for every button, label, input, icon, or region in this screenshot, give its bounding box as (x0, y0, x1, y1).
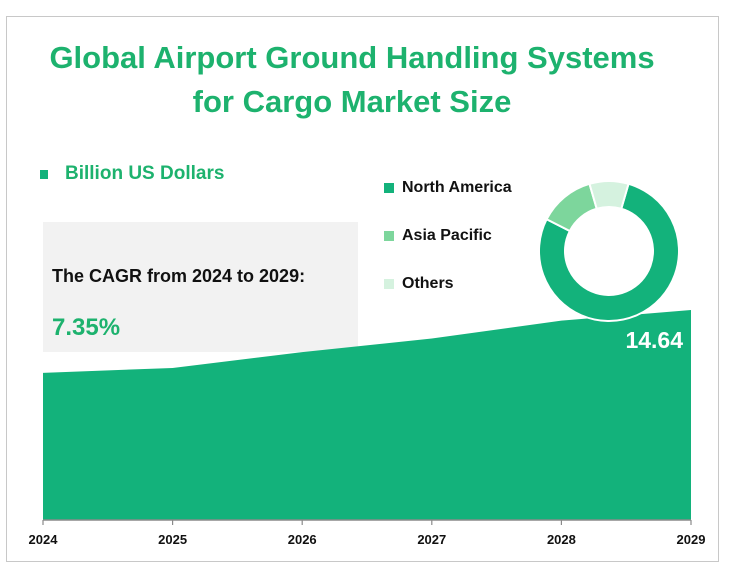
donut-slice-north-america (538, 182, 680, 322)
chart-title-line2: for Cargo Market Size (192, 84, 512, 119)
x-tick-label: 2029 (677, 532, 706, 547)
unit-legend-label: Billion US Dollars (65, 163, 225, 184)
x-tick-label: 2024 (29, 532, 59, 547)
donut-slice-asia-pacific (545, 182, 598, 233)
area-series-fill (43, 310, 691, 520)
pie-legend-label-asia-pacific: Asia Pacific (402, 227, 492, 244)
x-tick-label: 2025 (158, 532, 187, 547)
pie-legend: North America Asia Pacific Others (384, 176, 512, 320)
x-tick-label: 2027 (417, 532, 446, 547)
cagr-box: The CAGR from 2024 to 2029: 7.35% (43, 222, 358, 352)
pie-legend-item: Asia Pacific (384, 224, 512, 248)
pie-legend-item: Others (384, 272, 512, 296)
chart-title-line1: Global Airport Ground Handling Systems (49, 40, 655, 75)
donut-chart (538, 180, 680, 322)
pie-legend-swatch-north-america (384, 183, 394, 193)
chart-title: Global Airport Ground Handling Systems f… (0, 36, 704, 124)
data-label-2029: 14.64 (625, 327, 683, 353)
pie-legend-swatch-asia-pacific (384, 231, 394, 241)
pie-legend-swatch-others (384, 279, 394, 289)
pie-legend-label-others: Others (402, 275, 454, 292)
area-chart: 2024 2025 2026 2027 2028 2029 14.64 (29, 310, 706, 547)
pie-legend-label-north-america: North America (402, 179, 512, 196)
cagr-label: The CAGR from 2024 to 2029: (52, 266, 306, 286)
donut-slice-others (588, 180, 630, 210)
pie-legend-item: North America (384, 176, 512, 200)
x-tick-label: 2028 (547, 532, 576, 547)
x-tick-label: 2026 (288, 532, 317, 547)
unit-legend-swatch (40, 169, 48, 179)
cagr-value: 7.35% (52, 314, 121, 341)
unit-legend: Billion US Dollars (40, 163, 224, 185)
